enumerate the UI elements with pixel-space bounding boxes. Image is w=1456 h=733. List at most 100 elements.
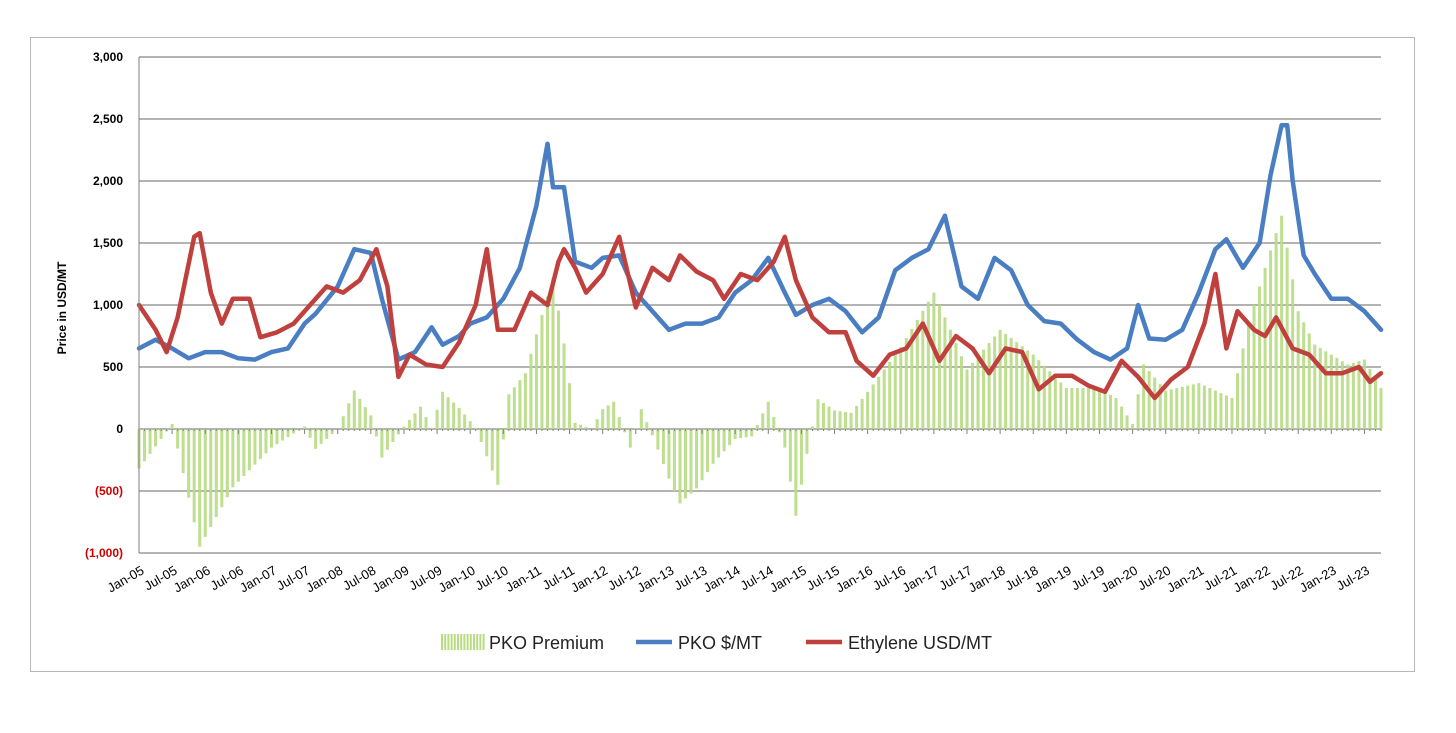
premium-bar <box>1235 373 1239 429</box>
premium-bar <box>1070 388 1074 429</box>
premium-bar <box>959 356 963 429</box>
legend: PKO Premium PKO $/MT Ethylene USD/MT <box>441 633 992 653</box>
x-tick-label: Jan-16 <box>833 563 875 596</box>
legend-swatch-bar <box>441 634 485 650</box>
premium-bar <box>573 422 577 429</box>
premium-bar <box>523 373 527 429</box>
premium-bar <box>402 426 406 429</box>
premium-bar <box>1296 311 1300 429</box>
premium-bar <box>683 429 687 499</box>
premium-bar <box>1258 286 1262 429</box>
y-tick-label: 1,000 <box>93 298 123 312</box>
premium-bar <box>468 421 472 429</box>
premium-bar <box>816 399 820 429</box>
premium-bar <box>435 409 439 429</box>
premium-bar <box>557 310 561 429</box>
premium-bar <box>303 426 307 429</box>
premium-bar <box>292 429 296 434</box>
premium-bar <box>496 429 500 485</box>
premium-bar <box>1247 323 1251 429</box>
premium-bar <box>849 412 853 429</box>
premium-bar <box>1346 364 1350 429</box>
premium-bar <box>419 406 423 429</box>
x-tick-label: Jan-11 <box>503 563 544 595</box>
premium-bar <box>275 429 279 445</box>
premium-bar <box>407 419 411 429</box>
x-tick-label: Jan-22 <box>1231 563 1273 596</box>
x-tick-label: Jul-23 <box>1334 563 1372 594</box>
premium-bar <box>993 336 997 429</box>
premium-bar <box>1048 371 1052 429</box>
premium-bar <box>242 429 246 476</box>
y-tick-label: 1,500 <box>93 236 123 250</box>
premium-bar <box>761 413 765 429</box>
premium-bar <box>380 429 384 458</box>
premium-bar <box>452 402 456 429</box>
premium-bar <box>772 417 776 429</box>
premium-bar <box>810 426 814 429</box>
x-tick-label: Jan-09 <box>370 563 412 596</box>
premium-bar <box>203 429 207 537</box>
x-tick-label: Jan-17 <box>899 563 941 596</box>
premium-bar <box>148 429 152 454</box>
x-tick-label: Jan-05 <box>105 563 147 596</box>
premium-bar <box>1125 415 1129 429</box>
x-tick-label: Jan-20 <box>1098 563 1140 596</box>
legend-swatch-stripe <box>453 634 456 650</box>
premium-bar <box>788 429 792 482</box>
premium-bar <box>744 429 748 438</box>
premium-bar <box>1053 376 1057 429</box>
premium-bar <box>1329 354 1333 429</box>
premium-bar <box>1180 386 1184 429</box>
premium-bar <box>639 409 643 429</box>
premium-bar <box>264 429 268 454</box>
premium-bar <box>1357 361 1361 429</box>
premium-bars <box>137 215 1383 547</box>
premium-bar <box>1175 388 1179 429</box>
premium-bar <box>838 411 842 429</box>
premium-bar <box>198 429 202 547</box>
premium-bar <box>529 353 533 429</box>
x-tick-label: Jul-10 <box>473 563 511 594</box>
x-tick-label: Jan-06 <box>171 563 213 596</box>
premium-bar <box>667 429 671 479</box>
premium-bar <box>363 407 367 429</box>
premium-bar <box>1037 360 1041 429</box>
premium-bar <box>921 310 925 429</box>
premium-bar <box>1120 406 1124 429</box>
x-tick-label: Jan-08 <box>303 563 345 596</box>
premium-bar <box>269 429 273 448</box>
x-tick-label: Jan-10 <box>436 563 478 596</box>
price-lines <box>136 122 1384 401</box>
premium-bar <box>1291 279 1295 429</box>
premium-bar <box>1241 348 1245 429</box>
legend-swatch-stripe <box>457 634 459 650</box>
premium-bar <box>391 429 395 443</box>
premium-bar <box>479 429 483 443</box>
premium-bar <box>1114 398 1118 429</box>
premium-bar <box>446 397 450 429</box>
premium-bar <box>1368 369 1372 429</box>
premium-bar <box>1335 357 1339 429</box>
premium-bar <box>352 390 356 429</box>
legend-swatch-stripe <box>482 634 485 650</box>
premium-bar <box>286 429 290 438</box>
legend-swatch-stripe <box>469 634 472 650</box>
legend-swatch-stripe <box>476 634 479 650</box>
premium-bar <box>1313 344 1317 429</box>
premium-bar <box>672 429 676 491</box>
premium-bar <box>739 429 743 439</box>
premium-bar <box>485 429 489 457</box>
premium-bar <box>1186 385 1190 429</box>
premium-bar <box>579 424 583 429</box>
premium-bar <box>717 429 721 458</box>
premium-bar <box>1318 347 1322 429</box>
premium-bar <box>971 362 975 429</box>
premium-bar <box>413 413 417 429</box>
premium-bar <box>545 296 549 429</box>
premium-bar <box>965 369 969 429</box>
premium-bar <box>700 429 704 481</box>
premium-bar <box>893 354 897 429</box>
legend-label: PKO $/MT <box>678 633 762 653</box>
legend-swatch-stripe <box>450 634 453 650</box>
